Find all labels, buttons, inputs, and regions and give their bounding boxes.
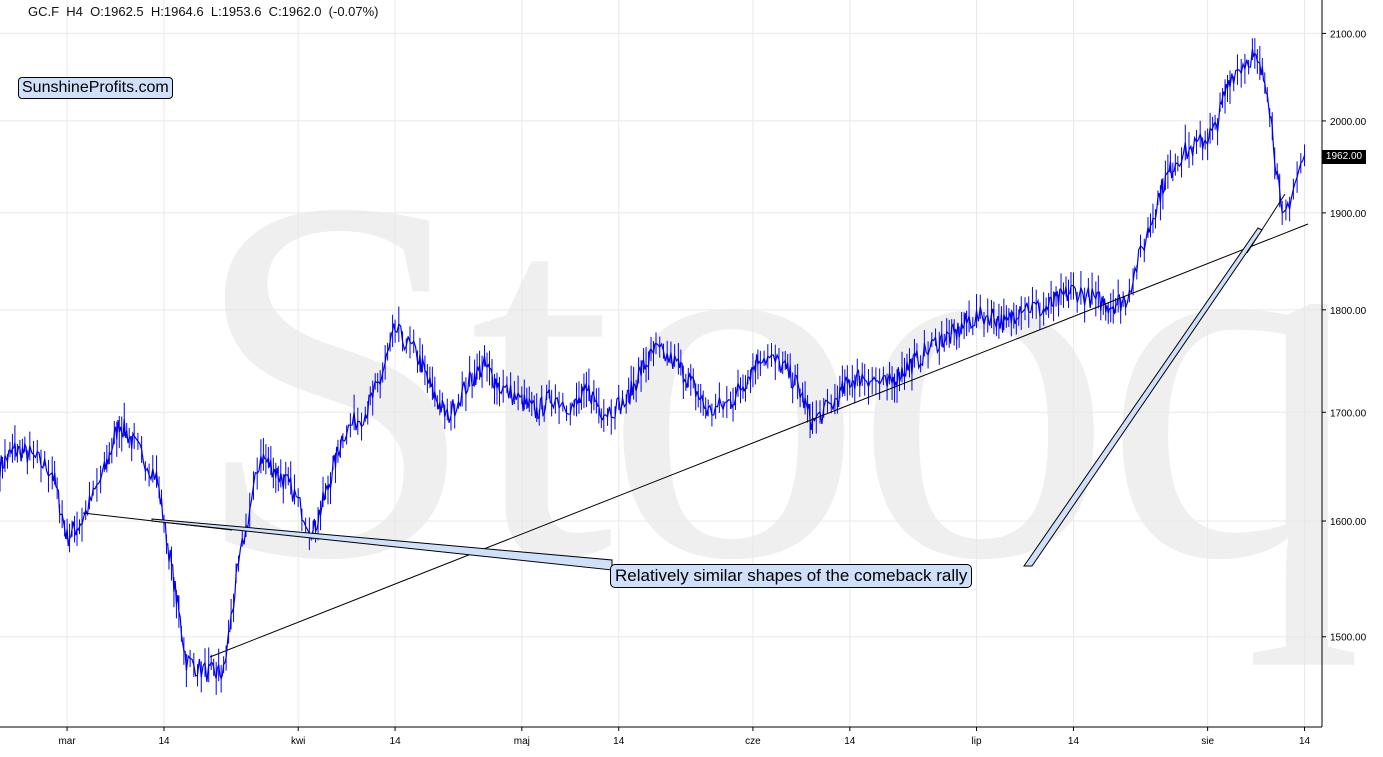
trendlines xyxy=(82,193,1309,658)
y-tick-label: 1800.00 xyxy=(1330,306,1367,317)
ohlc-header: GC.F H4 O:1962.5 H:1964.6 L:1953.6 C:196… xyxy=(28,4,379,19)
y-tick-label: 1600.00 xyxy=(1330,517,1367,528)
x-tick-label: mar xyxy=(58,736,76,747)
y-tick-label: 1500.00 xyxy=(1330,633,1367,644)
axes: 1500.00 1600.00 1700.00 1800.00 1900.00 2000.… xyxy=(0,0,1367,747)
x-tick-label: 14 xyxy=(1299,736,1311,747)
x-tick-label: 14 xyxy=(613,736,625,747)
y-tick-label: 1700.00 xyxy=(1330,408,1367,419)
grid xyxy=(0,0,1322,727)
y-tick-label: 2100.00 xyxy=(1330,29,1367,40)
x-tick-label: 14 xyxy=(1068,736,1080,747)
support-trendline xyxy=(209,223,1309,658)
x-tick-label: maj xyxy=(514,736,530,747)
x-tick-label: lip xyxy=(972,736,982,747)
callout-pointer-march xyxy=(151,518,613,571)
x-tick-label: sie xyxy=(1201,736,1214,747)
x-tick-label: 14 xyxy=(158,736,170,747)
y-tick-label: 2000.00 xyxy=(1330,117,1367,128)
x-tick-label: kwi xyxy=(291,736,305,747)
y-tick-label: 1900.00 xyxy=(1330,209,1367,220)
x-tick-label: 14 xyxy=(844,736,856,747)
callout-pointer-august xyxy=(1023,227,1263,567)
ohlc-values: O:1962.5 H:1964.6 L:1953.6 C:1962.0 (-0.… xyxy=(90,4,379,19)
x-tick-label: 14 xyxy=(390,736,402,747)
brand-label: SunshineProfits.com xyxy=(18,77,173,99)
symbol: GC.F xyxy=(28,4,60,19)
interval: H4 xyxy=(66,4,83,19)
annotation-callout: Relatively similar shapes of the comebac… xyxy=(610,564,973,588)
x-tick-label: cze xyxy=(745,736,761,747)
price-series xyxy=(0,38,1306,695)
current-price-tag: 1962.00 xyxy=(1322,150,1366,164)
